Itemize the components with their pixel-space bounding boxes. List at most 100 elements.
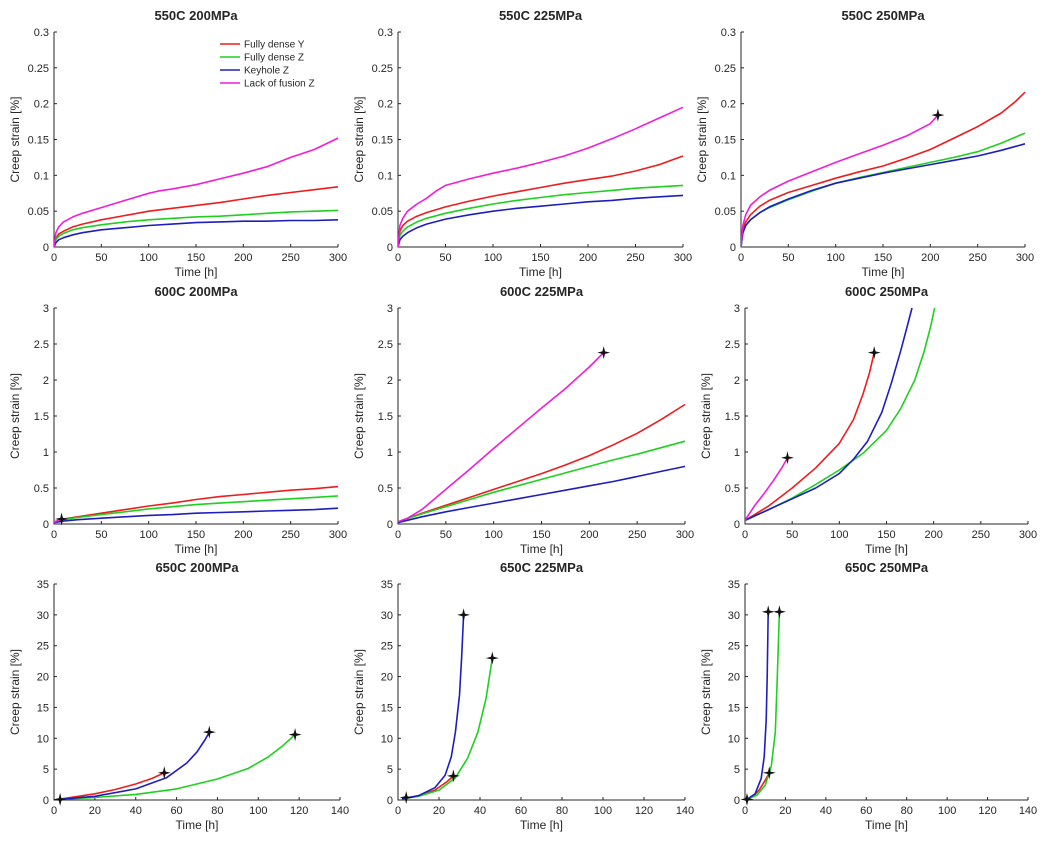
series-line — [746, 611, 781, 801]
y-tick-label: 15 — [381, 702, 393, 714]
series-line — [54, 219, 339, 248]
chart-title: 550C 225MPa — [499, 8, 583, 23]
rupture-marker — [762, 766, 776, 780]
rupture-marker — [772, 605, 786, 619]
x-tick-label: 200 — [234, 252, 252, 264]
x-tick-label: 150 — [187, 529, 205, 541]
y-tick-label: 5 — [734, 764, 740, 776]
x-tick-label: 150 — [532, 529, 550, 541]
axis-lines — [53, 32, 338, 248]
y-tick-label: 20 — [37, 672, 49, 684]
chart-title: 650C 200MPa — [155, 560, 239, 575]
rupture-marker — [53, 792, 67, 806]
y-axis-label: Creep strain [%] — [352, 96, 366, 182]
y-tick-label: 1 — [43, 447, 49, 459]
series-line — [401, 775, 454, 800]
x-tick-label: 0 — [395, 529, 401, 541]
rupture-marker — [597, 346, 611, 360]
y-axis-label: Creep strain [%] — [352, 649, 366, 735]
axis-lines — [397, 584, 685, 801]
y-tick-label: 1.5 — [34, 411, 49, 423]
y-tick-label: 30 — [728, 610, 740, 622]
chart-title: 600C 200MPa — [154, 284, 238, 299]
x-tick-label: 300 — [676, 529, 694, 541]
y-tick-label: 15 — [37, 702, 49, 714]
y-tick-label: 5 — [43, 764, 49, 776]
x-tick-label: 250 — [281, 252, 299, 264]
x-tick-label: 50 — [439, 252, 451, 264]
x-tick-label: 60 — [860, 805, 872, 817]
y-tick-label: 1.5 — [725, 411, 740, 423]
y-tick-label: 1.5 — [378, 411, 393, 423]
rupture-marker — [202, 725, 216, 739]
series-line — [741, 143, 1026, 248]
y-tick-label: 0.25 — [372, 63, 393, 75]
y-tick-label: 25 — [728, 641, 740, 653]
rupture-marker — [446, 769, 460, 783]
x-tick-label: 0 — [51, 805, 57, 817]
y-tick-label: 0.25 — [715, 63, 736, 75]
y-axis-label: Creep strain [%] — [352, 373, 366, 459]
y-tick-label: 0.3 — [378, 27, 393, 39]
x-tick-label: 0 — [742, 805, 748, 817]
series-line — [398, 403, 686, 523]
x-tick-label: 200 — [924, 529, 942, 541]
chart-title: 600C 250MPa — [845, 284, 929, 299]
x-axis-label: Time [h] — [175, 542, 218, 556]
y-tick-label: 15 — [728, 702, 740, 714]
x-tick-label: 250 — [281, 529, 299, 541]
rupture-marker — [55, 512, 69, 526]
series-line — [745, 457, 789, 521]
axis-lines — [53, 584, 340, 801]
y-axis-label: Creep strain [%] — [695, 96, 709, 182]
y-tick-label: 0.05 — [715, 206, 736, 218]
chart-title: 650C 250MPa — [845, 560, 929, 575]
rupture-marker — [485, 651, 499, 665]
chart-panel: 600C 225MPa 0 50 100 150 200 250 300 0 0.5 1 1.5 2 2.… — [352, 284, 694, 556]
rupture-marker — [931, 108, 945, 122]
x-tick-label: 100 — [139, 529, 157, 541]
series-line — [746, 611, 769, 801]
legend-label: Fully dense Z — [244, 53, 304, 64]
series-line — [741, 132, 1026, 248]
x-tick-label: 300 — [674, 252, 692, 264]
x-tick-label: 100 — [139, 252, 157, 264]
x-tick-label: 50 — [95, 252, 107, 264]
y-tick-label: 3 — [734, 303, 740, 315]
x-tick-label: 20 — [89, 805, 101, 817]
y-axis-label: Creep strain [%] — [699, 649, 713, 735]
series-line — [401, 657, 494, 800]
y-tick-label: 10 — [728, 733, 740, 745]
x-axis-label: Time [h] — [175, 265, 218, 279]
x-tick-label: 100 — [249, 805, 267, 817]
legend-label: Lack of fusion Z — [244, 79, 315, 90]
rupture-marker — [399, 791, 413, 804]
x-tick-label: 150 — [187, 252, 205, 264]
y-tick-label: 30 — [381, 610, 393, 622]
rupture-marker — [761, 605, 775, 619]
y-tick-label: 5 — [387, 764, 393, 776]
y-axis-label: Creep strain [%] — [8, 96, 22, 182]
chart-panel: 650C 250MPa 0 20 40 60 80 100 120 140 0 5 10 15 20 25 3… — [699, 560, 1037, 832]
x-tick-label: 150 — [531, 252, 549, 264]
x-tick-label: 250 — [968, 252, 986, 264]
series-line — [398, 194, 684, 248]
y-tick-label: 0.25 — [28, 63, 49, 75]
series-line — [741, 91, 1026, 248]
x-tick-label: 200 — [579, 252, 597, 264]
chart-panel: 550C 250MPa 0 50 100 150 200 250 300 0 0.05 0.1 0.1… — [695, 8, 1034, 279]
chart-panel: 550C 200MPa 0 50 100 150 200 250 300 0 0.05 0.1 0.1… — [8, 8, 347, 279]
y-tick-label: 0.5 — [34, 483, 49, 495]
x-tick-label: 150 — [877, 529, 895, 541]
x-tick-label: 140 — [676, 805, 694, 817]
x-tick-label: 100 — [830, 529, 848, 541]
y-tick-label: 0 — [734, 795, 740, 807]
y-tick-label: 0 — [43, 795, 49, 807]
y-tick-label: 0.1 — [721, 170, 736, 182]
y-axis-label: Creep strain [%] — [8, 649, 22, 735]
series-line — [54, 507, 339, 524]
series-line — [54, 485, 339, 523]
x-axis-label: Time [h] — [865, 542, 908, 556]
y-tick-label: 35 — [37, 579, 49, 591]
x-tick-label: 40 — [474, 805, 486, 817]
